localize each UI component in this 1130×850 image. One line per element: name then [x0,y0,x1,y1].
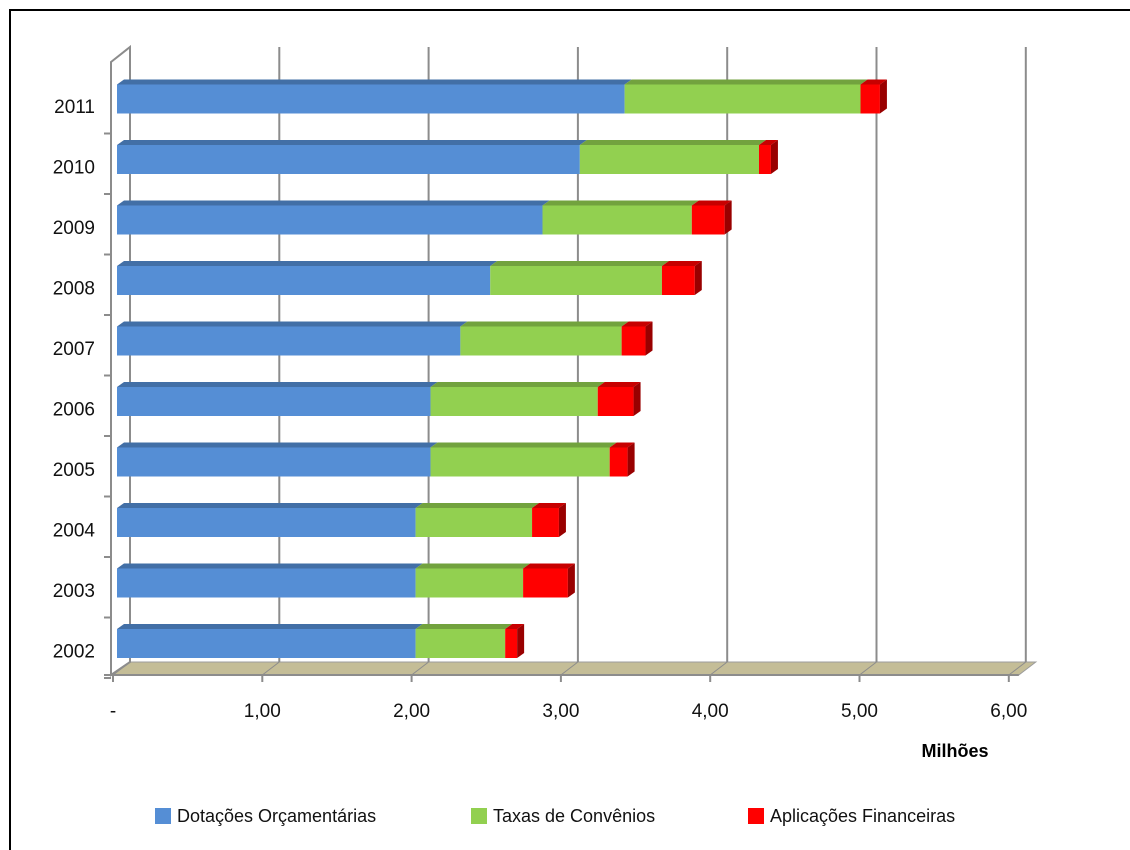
bar-segment [117,200,550,235]
chart-floor [111,661,1038,676]
bar-segment [117,624,423,658]
floor-plane [111,661,1038,676]
bar-segment [117,442,438,477]
y-tick-label: 2008 [53,279,95,300]
bar-segment [117,382,438,416]
bar-segment [117,79,632,114]
floor-gridline [560,661,579,676]
legend-label: Dotações Orçamentárias [177,806,376,826]
y-tick-label: 2010 [53,158,95,179]
x-tick-label: 2,00 [393,701,430,722]
x-tick-label: 5,00 [841,701,878,722]
y-tick-label: 2005 [53,460,95,481]
tick-labels: - 1,00 2,00 3,00 4,00 5,00 6,00 2002 2003 2004 200… [53,97,1028,722]
x-tick-label: 1,00 [244,701,281,722]
bar-segment [490,261,669,295]
bar-segment [609,442,635,477]
bar-segment [758,140,778,174]
bar-segment [430,442,617,477]
y-tick-label: 2009 [53,218,95,239]
y-tick-label: 2002 [53,642,95,663]
bar-segment [430,382,605,416]
legend-swatch [748,808,764,824]
bar-segment [542,200,699,235]
bar-segment [415,503,540,537]
bar-segment [117,503,423,537]
bars [117,79,887,658]
legend: Dotações Orçamentárias Taxas de Convênios… [155,806,955,826]
bar-segment [532,503,566,537]
legend-label: Taxas de Convênios [493,806,655,826]
y-tick-label: 2006 [53,400,95,421]
bar-segment [505,624,525,658]
bar-segment [860,79,887,114]
bar-segment [415,563,531,598]
bar-segment [415,624,513,658]
floor-gridline [709,661,728,676]
bar-segment [597,382,641,416]
bar-segment [117,140,587,174]
x-tick-label: 4,00 [692,701,729,722]
x-tick-label: 3,00 [542,701,579,722]
y-tick-label: 2011 [54,97,95,118]
bar-segment [117,261,498,295]
legend-swatch [155,808,171,824]
y-tick-label: 2003 [53,581,95,602]
legend-swatch [471,808,487,824]
bar-segment [523,563,575,598]
bar-segment [661,261,702,295]
bar-segment [460,321,629,356]
x-tick-label: - [110,701,116,722]
floor-gridline [1008,661,1027,676]
chart-frame [9,9,1130,850]
floor-gridline [261,661,280,676]
floor-gridline [411,661,429,676]
y-tick-label: 2007 [53,339,95,360]
bar-segment [117,563,423,598]
x-tick-label: 6,00 [990,701,1027,722]
bar-segment [621,321,653,356]
units-label: Milhões [921,741,988,761]
bar-segment [624,79,868,114]
y-tick-label: 2004 [53,521,96,542]
bar-segment [117,321,468,356]
bar-segment [579,140,766,174]
floor-gridline [859,661,877,676]
bar-segment [691,200,732,235]
legend-label: Aplicações Financeiras [770,806,955,826]
